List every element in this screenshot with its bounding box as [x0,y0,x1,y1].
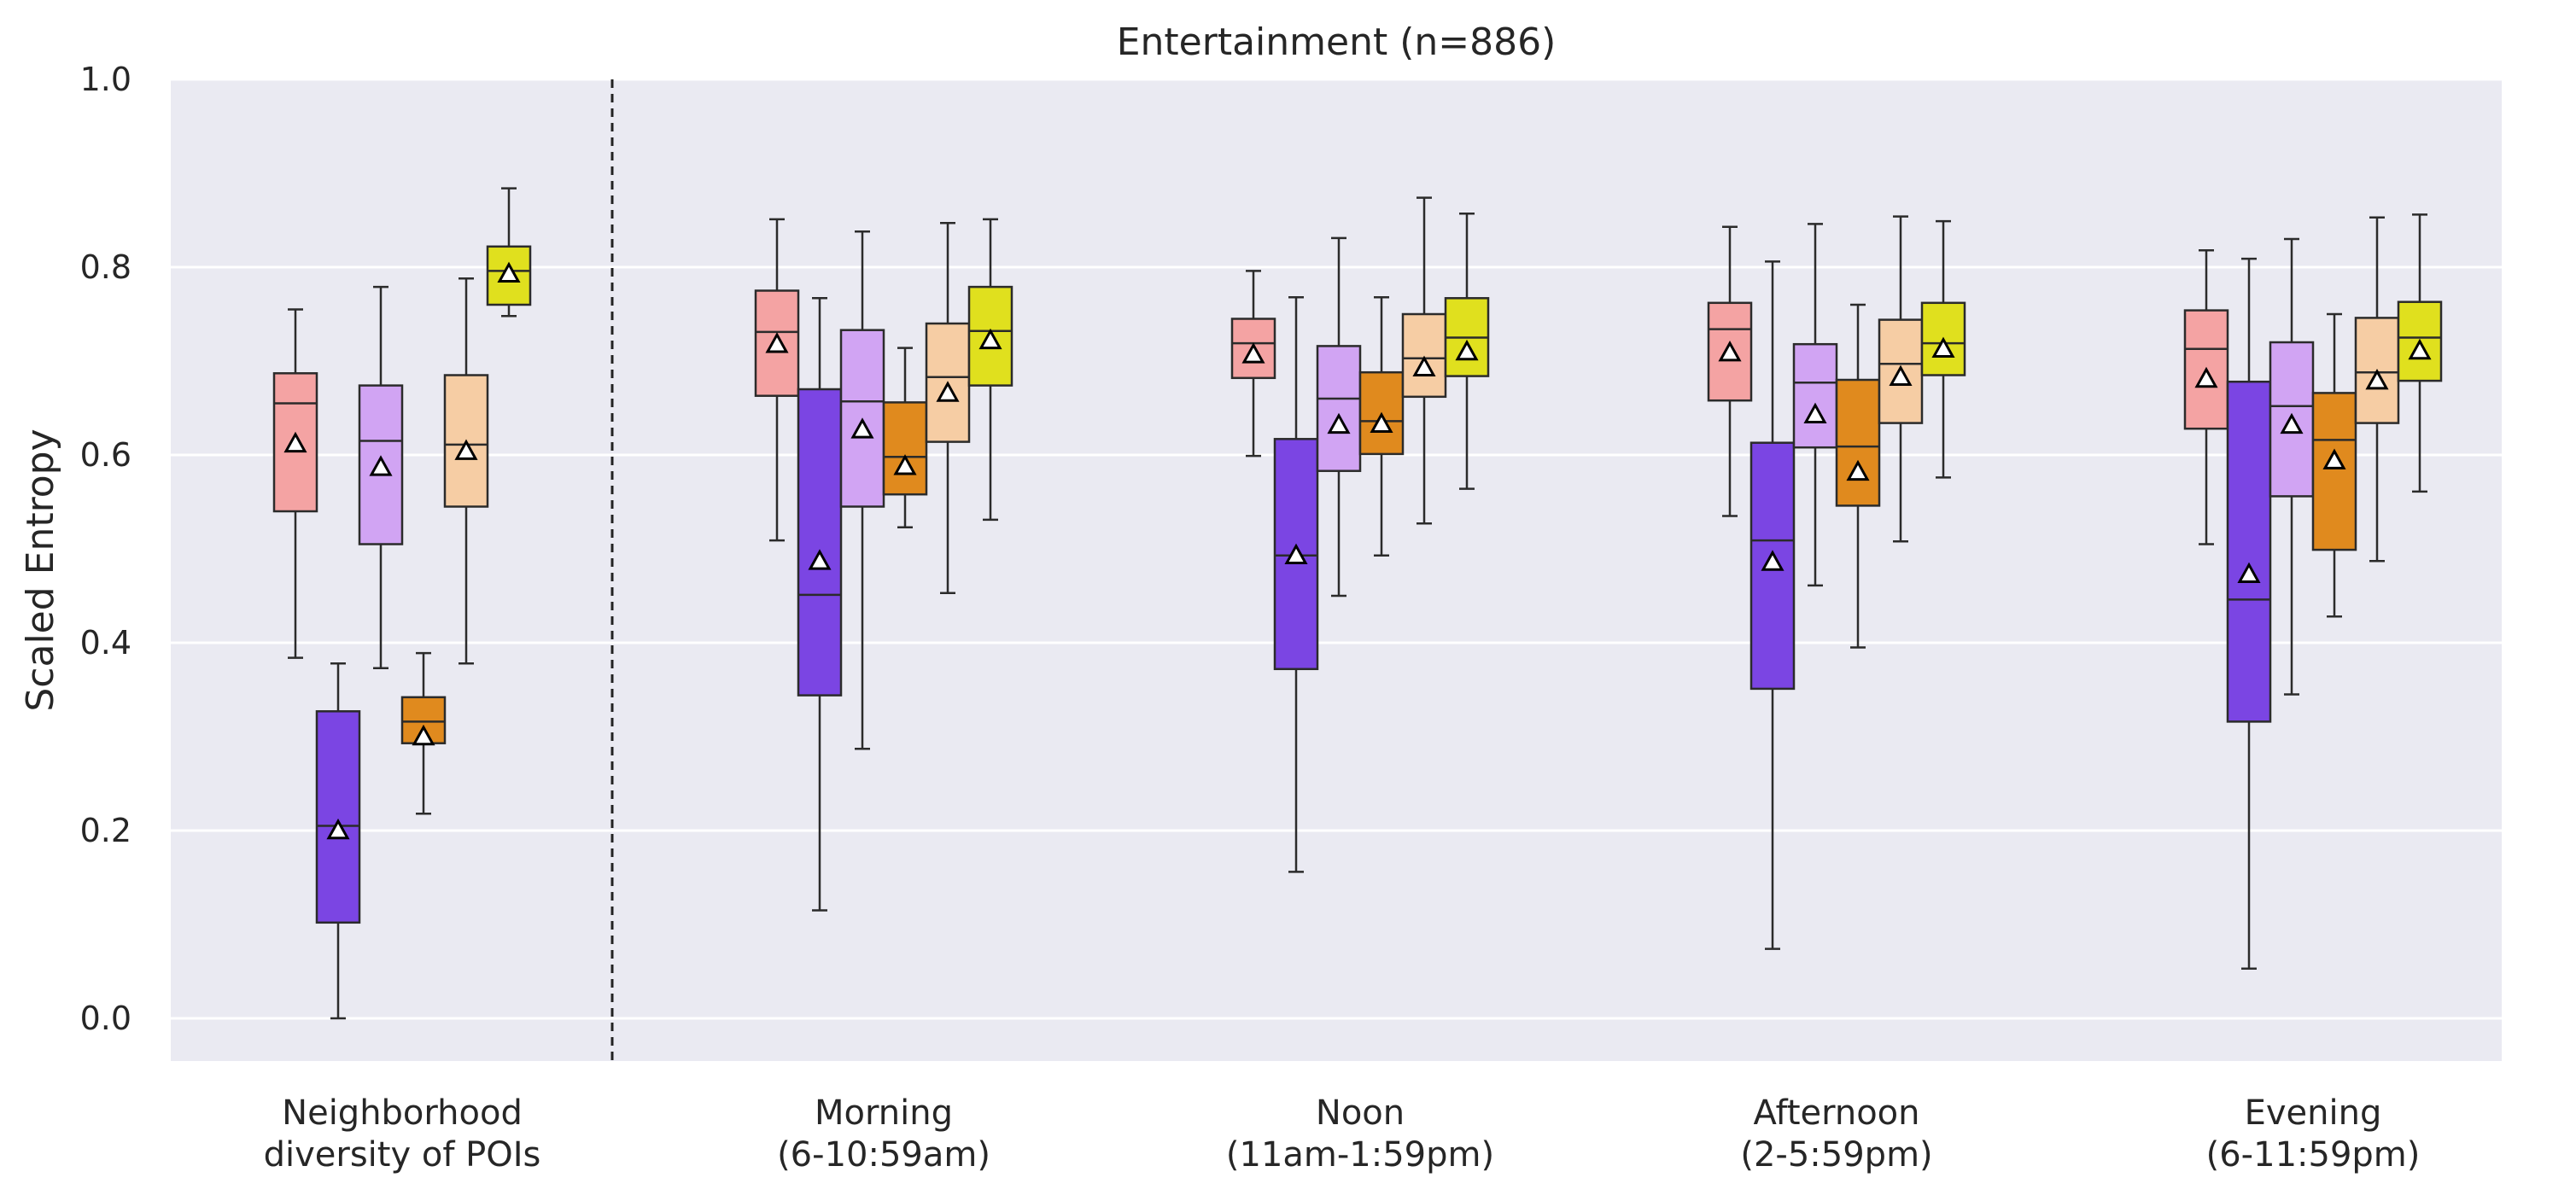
mean-marker [497,261,521,283]
box-group [272,187,532,1020]
mean-marker [850,417,874,439]
iqr-box [2397,300,2443,382]
iqr-box [2226,380,2272,723]
mean-marker [2365,369,2389,390]
iqr-box [1707,301,1753,402]
box-group [1707,215,1966,950]
x-category-label-line1: Evening [2245,1093,2382,1133]
mean-marker [1327,412,1351,434]
x-category-label-line2: (6-10:59am) [777,1135,990,1175]
mean-marker [1718,341,1742,362]
plot-background [171,79,2502,1061]
mean-marker [1846,459,1870,481]
mean-marker [283,431,307,453]
iqr-box [882,401,928,496]
mean-marker [1284,543,1308,564]
y-tick-label: 0.2 [80,812,131,849]
mean-marker [936,381,960,402]
mean-marker [326,818,350,840]
mean-marker [2280,412,2304,434]
mean-marker [1455,339,1479,361]
iqr-box [1316,345,1362,472]
x-category-label-line2: (6-11:59pm) [2206,1135,2421,1175]
y-axis-label: Scaled Entropy [19,429,62,711]
y-tick-label: 0.8 [80,248,131,286]
mean-marker [893,454,917,475]
mean-marker [1761,550,1785,571]
iqr-box [1835,378,1881,507]
x-category-label-line1: Noon [1316,1093,1405,1133]
mean-marker [412,724,435,746]
mean-marker [978,328,1002,350]
mean-marker [1412,355,1436,376]
mean-marker [1889,364,1913,386]
y-tick-label: 1.0 [80,61,131,98]
iqr-box [797,388,843,697]
x-category-label-line2: (11am-1:59pm) [1226,1135,1494,1175]
y-tick-label: 0.4 [80,624,131,662]
box-group [754,218,1013,912]
chart-title: Entertainment (n=886) [1117,20,1557,64]
x-category-label-line1: Neighborhood [282,1093,523,1133]
iqr-box [2311,392,2357,551]
grid-lines [171,78,2502,1020]
y-tick-labels: 0.0 0.2 0.4 0.6 0.8 1.0 [80,61,131,1037]
mean-marker [808,549,832,570]
mean-marker [765,332,789,353]
mean-marker [1931,336,1955,358]
iqr-box [315,710,361,924]
mean-marker [1370,411,1393,433]
mean-marker [2408,338,2432,360]
mean-marker [1803,402,1827,423]
box-series [272,187,2443,1020]
x-category-label-line1: Afternoon [1754,1093,1920,1133]
mean-marker [2322,448,2346,469]
box-group [2183,213,2443,970]
x-category-label-line2: diversity of POIs [264,1135,541,1175]
mean-marker [1241,342,1265,364]
mean-marker [2237,562,2261,583]
mean-marker [454,439,478,460]
iqr-box [1792,342,1838,449]
box-group [1230,196,1490,873]
iqr-box [1401,312,1447,399]
x-category-label-line1: Morning [815,1093,953,1133]
x-category-label-line2: (2-5:59pm) [1740,1135,1932,1175]
y-tick-label: 0.6 [80,436,131,474]
mean-marker [2194,366,2218,388]
y-tick-label: 0.0 [80,1000,131,1037]
mean-marker [369,455,393,476]
